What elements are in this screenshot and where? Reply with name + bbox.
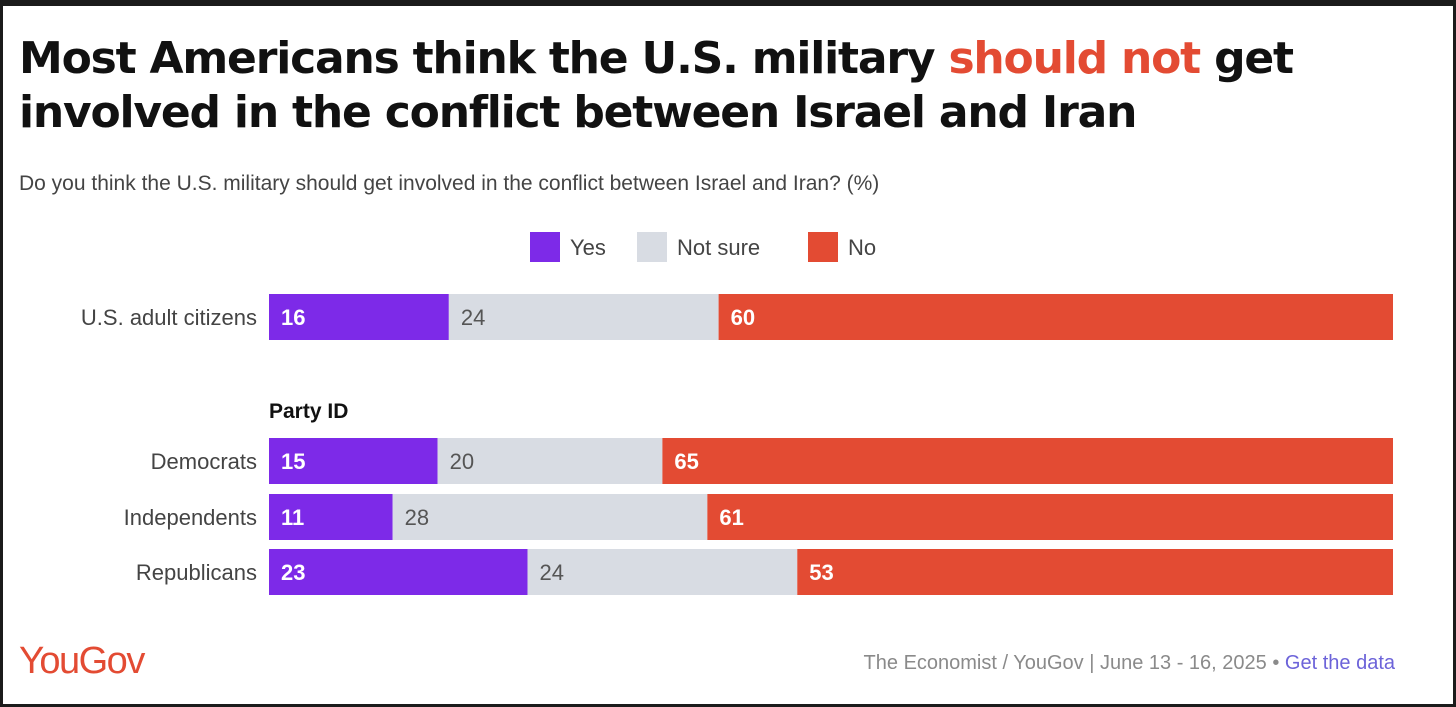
data-label-democrats-no: 65 [674, 449, 698, 474]
bar-u-s-adult-citizens-not-sure [448, 294, 719, 340]
data-label-independents-yes: 11 [281, 505, 304, 530]
title-highlight: should not [948, 33, 1201, 84]
data-label-democrats-yes: 15 [281, 449, 305, 474]
category-label-u-s-adult-citizens: U.S. adult citizens [81, 305, 257, 330]
bar-democrats-yes [269, 438, 438, 484]
bar-u-s-adult-citizens-no [718, 294, 1393, 340]
data-label-republicans-yes: 23 [281, 560, 305, 585]
bar-independents-no [707, 494, 1393, 540]
group-label-party-id: Party ID [269, 400, 348, 423]
data-label-u-s-adult-citizens-not-sure: 24 [461, 305, 485, 330]
bar-democrats-no [662, 438, 1393, 484]
bar-independents-yes [269, 494, 393, 540]
chart-subtitle: Do you think the U.S. military should ge… [19, 172, 880, 195]
data-label-u-s-adult-citizens-yes: 16 [281, 305, 305, 330]
chart-title: Most Americans think the U.S. military s… [19, 32, 1419, 140]
data-label-u-s-adult-citizens-no: 60 [731, 305, 755, 330]
legend-label-no: No [848, 235, 876, 260]
data-label-democrats-not-sure: 20 [450, 449, 474, 474]
bar-u-s-adult-citizens-yes [269, 294, 449, 340]
bar-republicans-no [797, 549, 1393, 595]
bar-independents-not-sure [392, 494, 708, 540]
data-label-republicans-not-sure: 24 [540, 560, 564, 585]
yougov-logo: YouGov [19, 640, 145, 682]
category-label-independents: Independents [124, 505, 257, 530]
category-label-democrats: Democrats [151, 449, 257, 474]
data-label-independents-no: 61 [719, 505, 743, 530]
legend-swatch-no [808, 232, 838, 262]
source-separator: • [1272, 652, 1280, 674]
legend-label-yes: Yes [570, 235, 606, 260]
bar-republicans-yes [269, 549, 528, 595]
bar-republicans-not-sure [527, 549, 798, 595]
title-part-1: Most Americans think the U.S. military [19, 33, 949, 84]
source-note: The Economist / YouGov | June 13 - 16, 2… [864, 652, 1395, 675]
legend-swatch-not-sure [637, 232, 667, 262]
category-label-republicans: Republicans [136, 560, 257, 585]
data-label-republicans-no: 53 [809, 560, 833, 585]
legend-label-not-sure: Not sure [677, 235, 760, 260]
bar-democrats-not-sure [437, 438, 663, 484]
source-text: The Economist / YouGov | June 13 - 16, 2… [863, 652, 1267, 674]
title-part-2: get involved in the conflict between Isr… [19, 33, 1294, 138]
stacked-bar-chart: Yes Not sure No Party ID U.S. adult citizens… [81, 232, 1393, 595]
legend-swatch-yes [530, 232, 560, 262]
get-the-data-link[interactable]: Get the data [1284, 652, 1395, 674]
data-label-independents-not-sure: 28 [405, 505, 429, 530]
chart-card: Most Americans think the U.S. military s… [3, 6, 1453, 704]
